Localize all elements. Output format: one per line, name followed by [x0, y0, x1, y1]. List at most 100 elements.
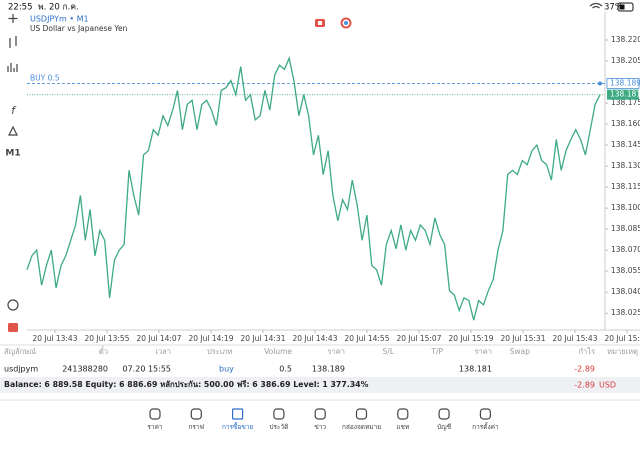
- y-tick-label: 138.040: [611, 287, 640, 296]
- cell-time: 07.20 15:55: [123, 365, 172, 374]
- nav-icon: [232, 408, 244, 420]
- column-header: ตั๋ว: [99, 346, 108, 356]
- cell-profit: -2.89: [574, 365, 595, 374]
- nav-icon: [149, 408, 161, 420]
- x-tick-label: 20 Jul 14:19: [189, 334, 234, 343]
- nav-label: ข่าว: [314, 423, 326, 431]
- column-header: Volume: [264, 347, 292, 356]
- cell-symbol: usdjpym: [4, 365, 38, 374]
- cell-open-price: 138.189: [312, 365, 345, 374]
- y-tick-label: 138.100: [611, 203, 640, 212]
- crosshair-tool[interactable]: [8, 14, 18, 23]
- summary-bar: [0, 377, 640, 393]
- price-line: [26, 56, 601, 321]
- column-header: เวลา: [155, 347, 171, 356]
- sell-button-mark: [318, 21, 322, 25]
- battery-fill: [619, 4, 625, 10]
- position-row[interactable]: usdjpym 241388280 07.20 15:55 buy 0.5 13…: [4, 365, 595, 374]
- chart-type-tool[interactable]: [9, 36, 17, 48]
- x-tick-label: 20 Jul 15:43: [553, 334, 598, 343]
- function-tool[interactable]: f: [11, 104, 17, 117]
- nav-item[interactable]: กราฟ: [188, 408, 205, 431]
- x-tick-label: 20 Jul 15:19: [449, 334, 494, 343]
- nav-label: แชท: [396, 423, 409, 431]
- order-marker: [598, 81, 602, 86]
- nav-label: ราคา: [147, 423, 162, 431]
- nav-label: ประวัติ: [269, 423, 288, 431]
- nav-icon: [273, 408, 285, 420]
- nav-item[interactable]: แชท: [396, 408, 409, 431]
- nav-item[interactable]: การซื้อขาย: [222, 408, 253, 431]
- currency: USD: [599, 381, 616, 390]
- chart-plot: 138.220 138.205 138.175 138.160 138.145 138.1…: [26, 35, 640, 343]
- objects-tool[interactable]: [8, 125, 18, 136]
- x-tick-label: 20 Jul 14:07: [137, 334, 182, 343]
- nav-label: การซื้อขาย: [222, 422, 253, 431]
- trade-tool[interactable]: [8, 323, 18, 332]
- battery-icon: [617, 2, 634, 12]
- y-tick-label: 138.205: [611, 56, 640, 65]
- nav-item[interactable]: บัญชี: [437, 408, 452, 431]
- y-tick-label: 138.130: [611, 161, 640, 170]
- nav-icon: [314, 408, 326, 420]
- y-tick-label: 138.220: [611, 35, 640, 44]
- table-header: สัญลักษณ์ ตั๋ว เวลา ประเภท Volume ราคา S…: [4, 346, 638, 356]
- timeframe-button[interactable]: M1: [5, 149, 20, 159]
- nav-label: กล่องจดหมาย: [342, 423, 381, 431]
- y-tick-label: 138.025: [611, 308, 640, 317]
- one-click-button[interactable]: [340, 17, 352, 29]
- x-tick-label: 20 Jul 14:31: [241, 334, 286, 343]
- battery-level: 37%: [604, 3, 623, 13]
- symbol[interactable]: USDJPYm • M1: [30, 15, 89, 24]
- nav-item[interactable]: ประวัติ: [269, 408, 288, 431]
- symbol-description: US Dollar vs Japanese Yen: [30, 24, 128, 33]
- column-header: Swap: [510, 347, 530, 356]
- speed-tool[interactable]: [7, 299, 19, 311]
- nav-icon: [397, 408, 409, 420]
- nav-label: การตั้งค่า: [472, 422, 499, 431]
- y-tick-label: 138.085: [611, 224, 640, 233]
- x-tick-label: 20 Jul 15:07: [397, 334, 442, 343]
- nav-item[interactable]: กล่องจดหมาย: [342, 408, 381, 431]
- column-header: สัญลักษณ์: [4, 347, 36, 356]
- y-tick-label: 138.160: [611, 119, 640, 128]
- nav-icon: [438, 408, 450, 420]
- cell-ticket: 241388280: [62, 365, 108, 374]
- cell-current-price: 138.181: [459, 365, 492, 374]
- nav-label: กราฟ: [188, 423, 204, 431]
- x-tick-label: 20 Jul 15:55: [605, 334, 640, 343]
- column-header: T/P: [430, 347, 443, 356]
- one-click-dot: [344, 21, 348, 25]
- x-tick-label: 20 Jul 14:43: [293, 334, 338, 343]
- column-header: ประเภท: [207, 347, 232, 356]
- column-header: กำไร: [578, 347, 595, 356]
- y-tick-label: 138.055: [611, 266, 640, 275]
- column-header: ราคา: [475, 347, 492, 356]
- order-label: BUY 0.5: [30, 73, 60, 82]
- order-price-box: [606, 78, 640, 89]
- column-header: หมายเหตุ: [607, 347, 638, 356]
- total-profit: -2.89: [574, 381, 595, 390]
- x-tick-label: 20 Jul 13:43: [33, 334, 78, 343]
- nav-item[interactable]: การตั้งค่า: [472, 408, 499, 431]
- x-tick-label: 20 Jul 15:31: [501, 334, 546, 343]
- nav-label: บัญชี: [437, 423, 452, 431]
- nav-item[interactable]: ข่าว: [314, 408, 326, 431]
- bottom-navigation: ราคา กราฟ การซื้อขาย ประวัติ ข่าว กล่องจดหมาย…: [147, 408, 499, 431]
- nav-icon: [479, 408, 491, 420]
- bid-price: 138.181: [610, 90, 640, 99]
- y-tick-label: 138.175: [611, 98, 640, 107]
- y-tick-label: 138.115: [611, 182, 640, 191]
- y-tick-label: 138.145: [611, 140, 640, 149]
- y-tick-label: 138.070: [611, 245, 640, 254]
- indicators-tool[interactable]: [7, 63, 18, 72]
- account-summary: Balance: 6 889.58 Equity: 6 886.69 หลักป…: [4, 379, 369, 389]
- wifi-icon: [589, 2, 603, 9]
- column-header: S/L: [383, 347, 395, 356]
- column-header: ราคา: [328, 347, 345, 356]
- bid-price-box: [607, 89, 639, 100]
- nav-item[interactable]: ราคา: [147, 408, 163, 431]
- x-tick-label: 20 Jul 14:55: [345, 334, 390, 343]
